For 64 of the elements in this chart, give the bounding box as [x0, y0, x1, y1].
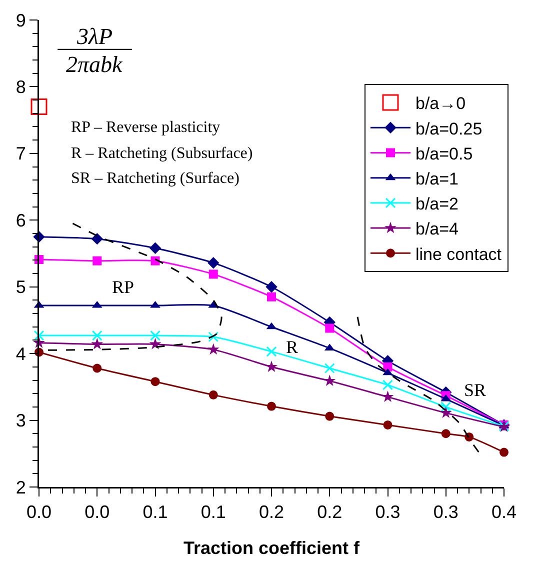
y-tick-label: 7	[16, 144, 26, 164]
x-tick-label: 0.3	[433, 502, 458, 522]
point	[383, 420, 392, 430]
y-tick-label: 4	[16, 344, 26, 364]
point	[441, 429, 450, 438]
x-tick-label: 0.2	[258, 502, 284, 522]
x-tick-label: 0.1	[142, 502, 168, 522]
legend-label: b/a=4	[416, 220, 459, 239]
annotation: SR – Ratcheting (Surface)	[71, 170, 240, 187]
point	[92, 256, 102, 266]
point	[208, 256, 220, 269]
annotation: 2πabk	[66, 52, 124, 77]
point	[324, 374, 336, 386]
point	[382, 368, 393, 376]
point	[207, 343, 220, 355]
point	[150, 330, 160, 341]
point	[440, 402, 452, 412]
annotation: RP	[112, 277, 134, 297]
annotation: R – Ratcheting (Subsurface)	[71, 145, 253, 162]
point	[30, 98, 48, 115]
legend-label: b/a=0.25	[416, 119, 482, 138]
x-tick-label: 0.2	[317, 502, 342, 522]
x-tick-label: 0.4	[491, 502, 517, 522]
y-tick-label: 2	[16, 477, 26, 498]
point	[324, 363, 335, 374]
point	[91, 338, 104, 350]
point	[91, 232, 103, 245]
point	[440, 406, 452, 418]
point	[208, 332, 219, 342]
point	[208, 390, 218, 400]
annotation: R	[286, 337, 298, 357]
point	[267, 292, 276, 302]
point	[325, 324, 334, 333]
legend-label: b/a→0	[416, 94, 466, 114]
point	[267, 402, 276, 411]
y-tick-label: 9	[16, 10, 26, 30]
point	[92, 330, 102, 341]
annotation: 3λP	[76, 24, 113, 49]
point	[382, 380, 393, 390]
point	[266, 346, 277, 357]
legend-label: line contact	[416, 244, 502, 264]
point	[150, 377, 160, 386]
y-tick-label: 5	[16, 277, 26, 298]
legend-label: b/a=0.5	[416, 144, 473, 164]
point	[34, 330, 44, 341]
annotation: SR	[464, 380, 486, 400]
x-tick-label: 0.1	[200, 502, 226, 522]
y-tick-label: 8	[16, 77, 26, 98]
point	[500, 448, 508, 457]
x-tick-label: 0.0	[26, 502, 52, 522]
x-tick-label: 0.3	[375, 502, 400, 522]
point	[92, 364, 102, 373]
annotation: RP – Reverse plasticity	[71, 119, 220, 136]
point	[208, 270, 218, 279]
x-axis-title: Traction coefficient f	[183, 538, 361, 558]
point	[149, 242, 162, 254]
y-tick-label: 6	[16, 210, 26, 230]
point	[266, 360, 278, 372]
point	[266, 281, 278, 293]
point	[325, 412, 334, 421]
legend-label: b/a=1	[416, 169, 459, 188]
legend-label: b/a=2	[416, 194, 459, 214]
x-tick-label: 0.0	[84, 502, 110, 522]
y-tick-label: 3	[16, 410, 26, 431]
